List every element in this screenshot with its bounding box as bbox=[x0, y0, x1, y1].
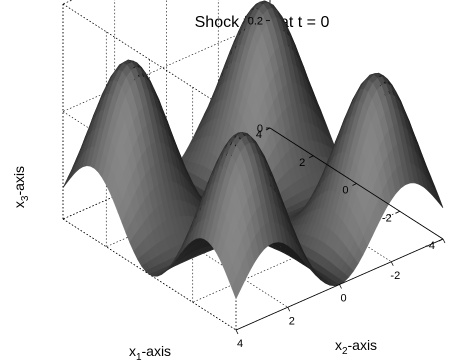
x2-tick-label: 0 bbox=[340, 293, 346, 305]
x3-tick-label: 0 bbox=[257, 123, 263, 135]
x3-axis-label-suffix: -axis bbox=[11, 166, 27, 196]
x1-axis-label-suffix: -axis bbox=[142, 343, 172, 359]
x2-axis-label: x2-axis bbox=[335, 337, 377, 357]
x3-axis-label: x3-axis bbox=[11, 166, 31, 208]
x1-axis-label-base: x bbox=[129, 343, 136, 359]
surface-patch bbox=[434, 189, 444, 208]
x2-tick-label: -2 bbox=[390, 270, 400, 282]
x2-tick-label: 4 bbox=[237, 338, 243, 350]
surface-mesh bbox=[62, 0, 444, 300]
x2-axis-label-base: x bbox=[335, 337, 342, 353]
x1-axis-label-sub: 1 bbox=[136, 352, 142, 362]
x3-axis-label-base: x bbox=[11, 201, 27, 208]
x2-tick-label: 2 bbox=[289, 315, 295, 327]
x1-tick-label: -2 bbox=[382, 212, 392, 224]
x2-axis-label-suffix: -axis bbox=[348, 337, 378, 353]
x1-tick-label: 4 bbox=[256, 129, 262, 141]
x1-tick-label: -4 bbox=[425, 240, 435, 252]
x1-tick-label: 0 bbox=[342, 185, 348, 197]
x3-axis-label-sub: 3 bbox=[20, 195, 31, 201]
x3-tick-label: 0.2 bbox=[248, 16, 263, 28]
x2-axis-label-sub: 2 bbox=[342, 346, 348, 357]
x1-tick-label: 2 bbox=[299, 157, 305, 169]
x1-axis-label: x1-axis bbox=[129, 343, 171, 362]
